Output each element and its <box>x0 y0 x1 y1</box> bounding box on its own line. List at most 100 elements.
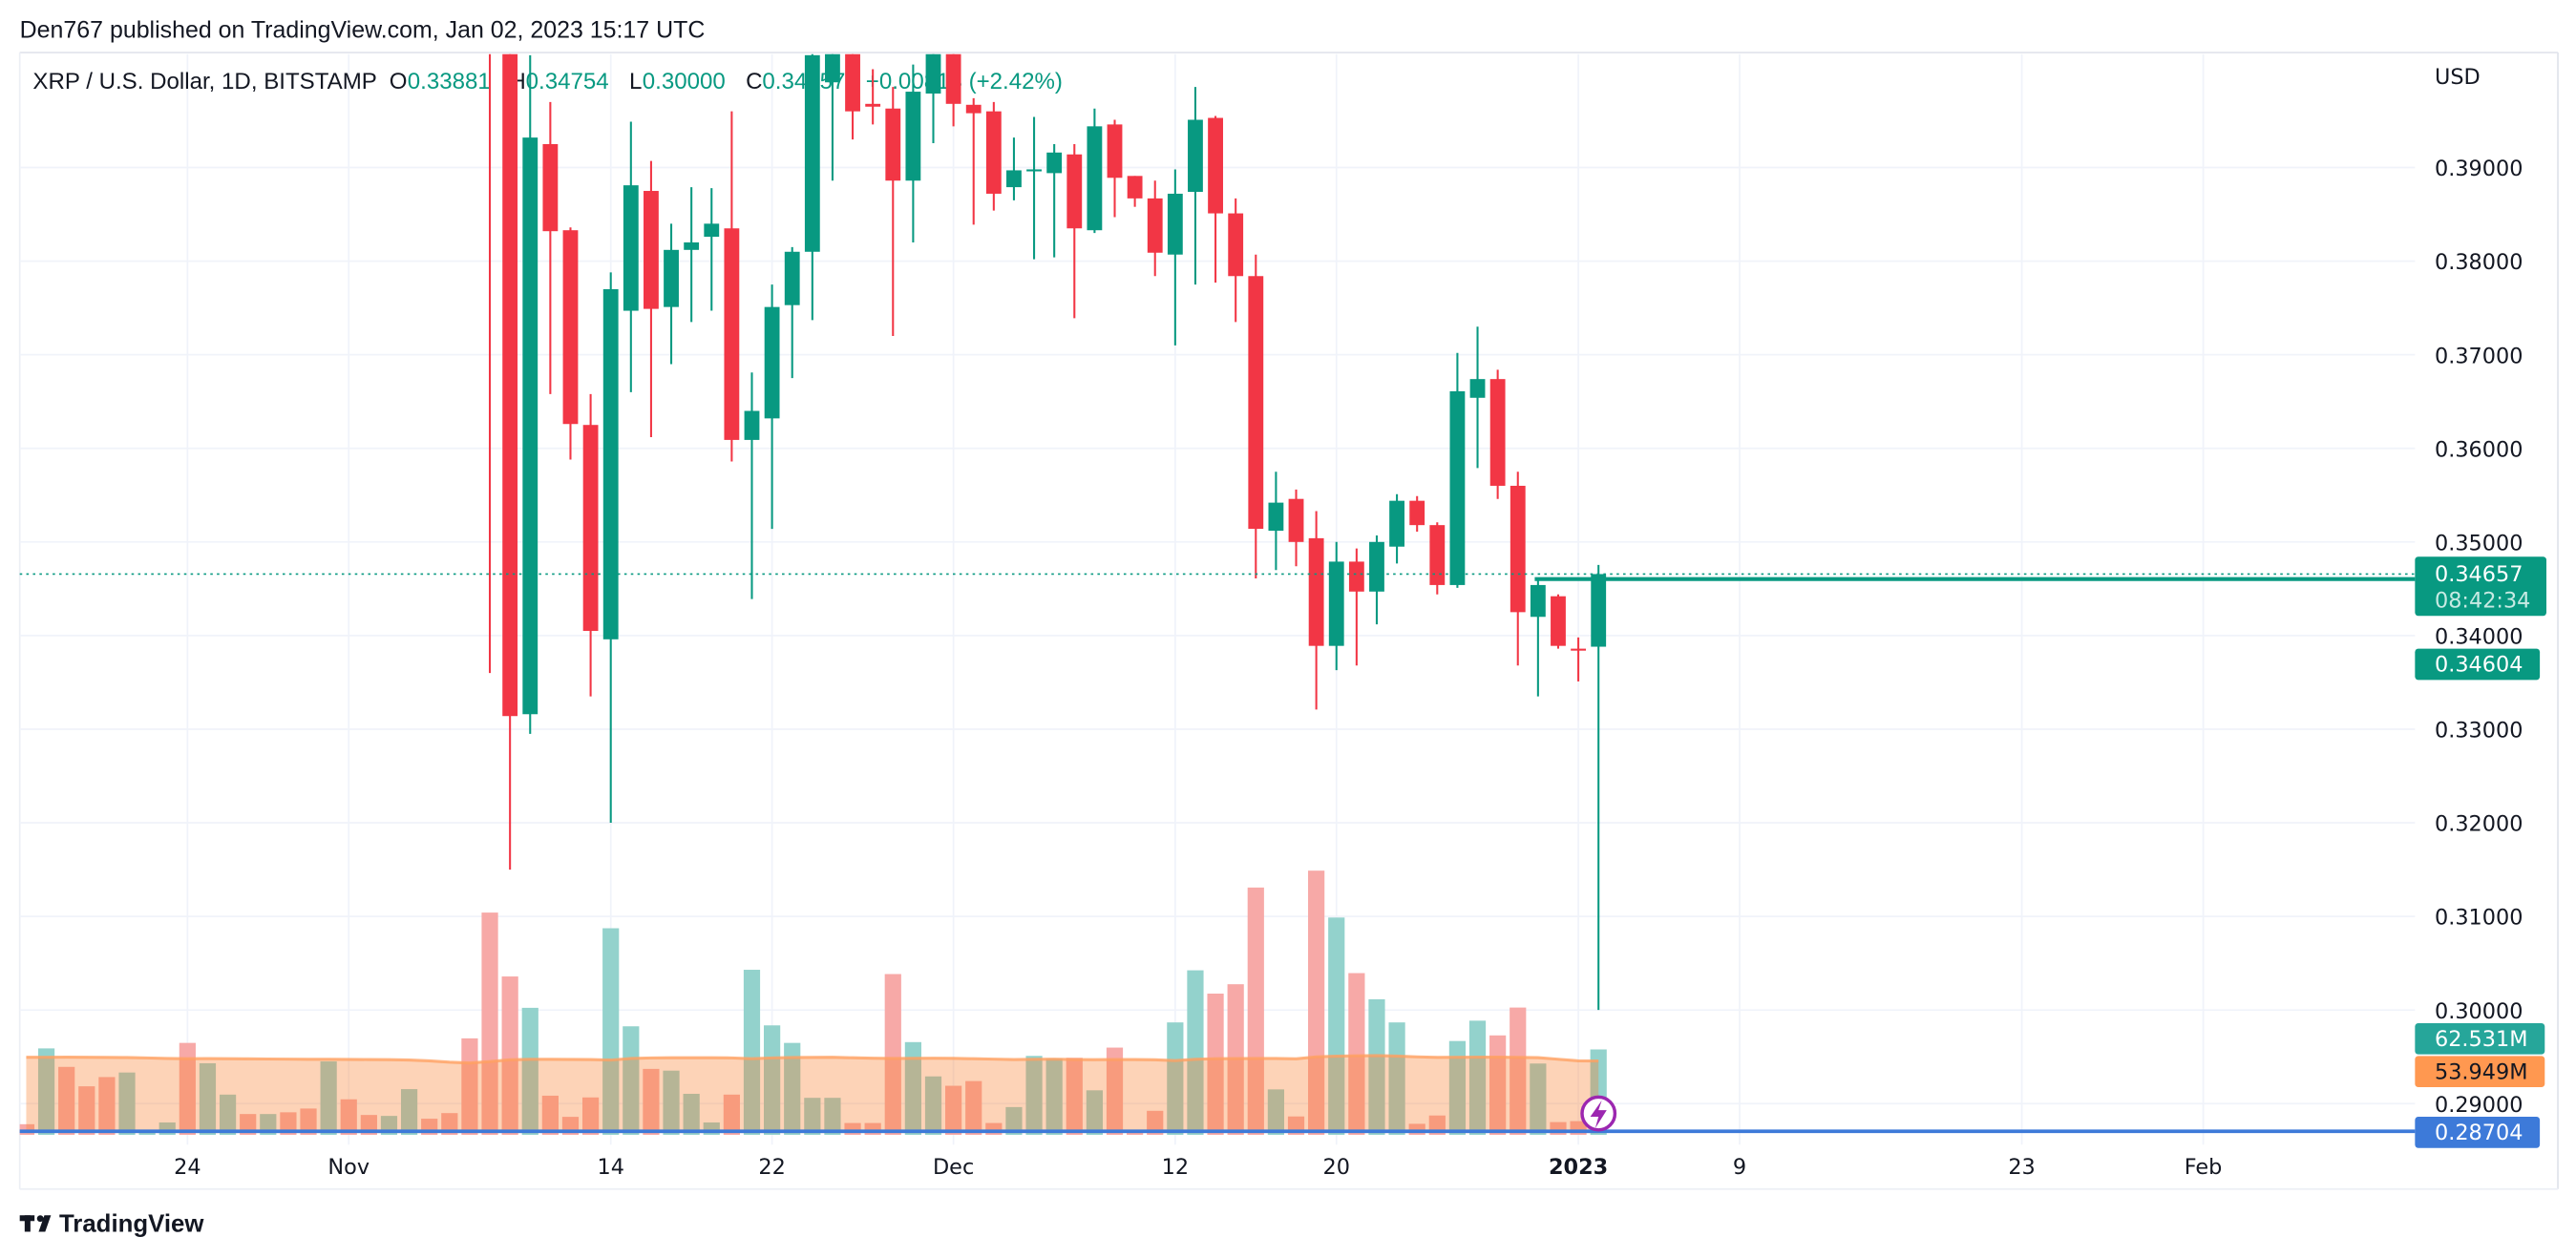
candle[interactable] <box>704 188 720 311</box>
tradingview-logo-icon <box>19 1215 52 1232</box>
candle[interactable] <box>502 0 518 870</box>
candle[interactable] <box>804 27 820 321</box>
candle[interactable] <box>482 0 497 674</box>
candle[interactable] <box>664 223 679 365</box>
candle[interactable] <box>1248 254 1264 579</box>
candle[interactable] <box>644 160 659 437</box>
event-marker[interactable] <box>1580 1095 1617 1132</box>
volume-bar <box>118 1072 136 1135</box>
volume-bar <box>19 1123 35 1135</box>
price-tick-label: 0.34000 <box>2435 624 2523 649</box>
candle[interactable] <box>1328 541 1344 671</box>
candle[interactable] <box>1510 472 1526 666</box>
candle-body <box>522 137 538 715</box>
candle[interactable] <box>1469 326 1486 469</box>
price-tick-label: 0.38000 <box>2435 250 2523 275</box>
candle-body <box>1188 119 1203 193</box>
volume-bar <box>1267 1089 1285 1135</box>
candle[interactable] <box>1551 594 1566 649</box>
candle[interactable] <box>744 372 760 599</box>
candle[interactable] <box>724 111 740 462</box>
candle[interactable] <box>1429 522 1446 595</box>
candle[interactable] <box>825 0 840 181</box>
candle-body <box>1087 126 1103 231</box>
time-tick-label: Feb <box>2185 1155 2223 1180</box>
candle[interactable] <box>582 393 599 697</box>
candle[interactable] <box>1147 180 1163 277</box>
volume-bar <box>78 1086 95 1135</box>
candle[interactable] <box>1389 493 1404 564</box>
candle[interactable] <box>1087 108 1103 234</box>
volume-bar <box>481 912 498 1135</box>
candle[interactable] <box>784 246 800 379</box>
candle[interactable] <box>905 64 921 242</box>
candle[interactable] <box>1288 489 1304 567</box>
candle[interactable] <box>1348 548 1364 666</box>
candle[interactable] <box>684 187 700 323</box>
candle-body <box>1006 170 1022 188</box>
candle[interactable] <box>542 101 559 394</box>
volume-bar <box>521 1007 538 1135</box>
volume-bar <box>1045 1059 1063 1135</box>
candle[interactable] <box>1268 472 1284 571</box>
candle[interactable] <box>985 101 1002 211</box>
candle[interactable] <box>1026 116 1042 260</box>
candle[interactable] <box>623 121 639 392</box>
legend-symbol[interactable]: XRP / U.S. Dollar, 1D, BITSTAMP <box>32 69 376 94</box>
candle[interactable] <box>925 27 941 144</box>
candle-body <box>542 143 559 232</box>
candle[interactable] <box>1489 369 1506 499</box>
candle-body <box>804 54 820 252</box>
candle[interactable] <box>845 0 860 140</box>
candle[interactable] <box>1107 119 1123 218</box>
volume-ma-value: 53.949M <box>2435 1059 2528 1084</box>
candle[interactable] <box>602 272 619 824</box>
candle[interactable] <box>562 227 579 460</box>
candle[interactable] <box>1449 352 1466 588</box>
price-tick-label: 0.29000 <box>2435 1093 2523 1118</box>
volume-bar <box>904 1041 921 1135</box>
candle-body <box>744 410 760 440</box>
candle[interactable] <box>764 284 780 530</box>
volume-tag <box>2415 1022 2545 1055</box>
candle-body <box>704 223 720 238</box>
candle[interactable] <box>865 69 881 125</box>
volume-bar <box>320 1061 337 1135</box>
candle[interactable] <box>1530 578 1546 697</box>
candle-body <box>502 53 518 717</box>
lightning-icon <box>1590 1100 1607 1129</box>
volume-pane <box>19 870 1607 1135</box>
volume-ma-tag <box>2415 1056 2545 1088</box>
candle[interactable] <box>1006 137 1022 200</box>
candle-body <box>784 251 800 305</box>
candle[interactable] <box>1188 87 1203 285</box>
candle-body <box>1571 648 1587 651</box>
candle[interactable] <box>1066 143 1083 319</box>
volume-bar <box>965 1080 982 1135</box>
candle[interactable] <box>965 97 982 225</box>
candle[interactable] <box>522 54 538 734</box>
volume-bar <box>541 1095 559 1135</box>
candle[interactable] <box>885 87 901 337</box>
candle[interactable] <box>1208 115 1223 283</box>
candle[interactable] <box>1571 637 1587 681</box>
price-tick-label: 0.31000 <box>2435 906 2523 931</box>
candle[interactable] <box>1167 169 1183 346</box>
volume-bar <box>924 1076 942 1135</box>
volume-bar <box>1147 1110 1164 1135</box>
candle-body <box>1489 379 1506 486</box>
legend-open-label: O <box>390 69 408 94</box>
candle[interactable] <box>945 27 961 127</box>
tradingview-logo[interactable]: TradingView <box>19 1210 205 1237</box>
candle[interactable] <box>1591 564 1607 1011</box>
candle[interactable] <box>1409 495 1425 533</box>
price-axis[interactable]: USD 0.39000 0.38000 0.37000 0.36000 0.35000 0… <box>2435 65 2523 1118</box>
candle[interactable] <box>1369 535 1384 625</box>
candle[interactable] <box>1046 143 1063 258</box>
candle[interactable] <box>1308 511 1324 710</box>
candle[interactable] <box>1228 198 1244 323</box>
candles-series[interactable] <box>482 0 1607 1011</box>
candle[interactable] <box>1127 176 1143 207</box>
time-axis[interactable]: 24 Nov 14 22 Dec 12 20 2023 9 23 Feb <box>174 1155 2222 1180</box>
